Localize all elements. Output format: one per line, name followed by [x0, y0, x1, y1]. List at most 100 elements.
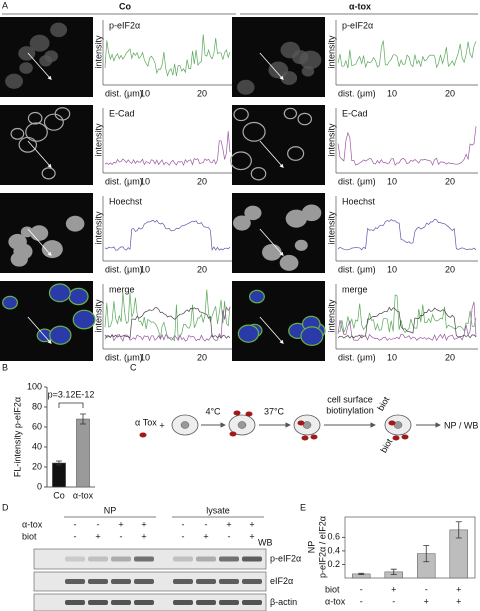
y-axis-label: intensity — [326, 123, 336, 157]
blot-band — [65, 600, 85, 605]
toxin — [301, 435, 309, 441]
intensity-profile — [337, 301, 477, 342]
y-tick-label: 20 — [32, 461, 42, 471]
cell-nucleus — [18, 136, 38, 153]
bar — [76, 418, 90, 488]
blot-band — [242, 600, 262, 605]
cell-nucleus — [301, 204, 322, 222]
treatment-mark: + — [141, 531, 146, 541]
blot-band — [219, 556, 239, 562]
x-tick-label: 20 — [445, 176, 455, 186]
cell-nucleus — [27, 111, 43, 125]
result-label: NP / WB — [444, 420, 478, 430]
x-axis-label: dist. (μm) — [105, 264, 143, 274]
blot-band — [242, 579, 262, 584]
treatment-label: biot — [22, 531, 37, 541]
x-tick-label: 10 — [140, 264, 150, 274]
intensity-profile — [104, 307, 231, 339]
x-tick-label: 10 — [387, 264, 397, 274]
blot-band — [196, 579, 216, 584]
blot-band — [196, 556, 216, 562]
treatment-mark: - — [360, 584, 363, 594]
cell-nucleus — [44, 50, 59, 63]
profile-line — [27, 228, 52, 257]
treatment-mark: + — [424, 596, 429, 606]
blot-label: eIF2α — [270, 576, 293, 586]
y-axis-label: intensity — [93, 123, 103, 157]
toxin — [388, 420, 396, 426]
intensity-profile — [337, 126, 477, 166]
cell-nucleus — [230, 151, 252, 171]
intensity-profile — [337, 294, 477, 334]
toxin — [310, 434, 318, 440]
treatment-mark: - — [360, 596, 363, 606]
error-bar — [423, 545, 430, 563]
panel-label: B — [2, 362, 8, 372]
x-tick-label: 10 — [387, 176, 397, 186]
y-tick-label: 0.6 — [327, 532, 340, 542]
plus-sign: + — [159, 420, 164, 430]
treatment-mark: + — [391, 584, 396, 594]
blot-band — [219, 600, 239, 605]
error-bar — [56, 460, 62, 466]
bar — [52, 462, 66, 488]
treatment-label: α-tox — [325, 596, 346, 606]
cell-nucleus — [233, 215, 251, 231]
treatment-mark: - — [182, 531, 185, 541]
blot-label: β-actin — [270, 597, 297, 607]
row-label: Hoechst — [109, 196, 143, 206]
x-tick-label: 20 — [445, 88, 455, 98]
profile-line — [259, 140, 284, 169]
toxin — [229, 431, 237, 437]
blot-band — [134, 579, 154, 584]
intensity-profile — [104, 306, 231, 342]
x-tick-label: 20 — [197, 88, 207, 98]
cell-nucleus — [180, 421, 190, 429]
row-label: merge — [109, 284, 135, 294]
treatment-mark: + — [141, 519, 146, 529]
blot-band — [111, 579, 131, 584]
x-tick-label: 10 — [140, 176, 150, 186]
treatment-mark: - — [97, 519, 100, 529]
cell-nucleus — [5, 73, 23, 89]
y-axis-label: intensity — [93, 299, 103, 333]
significance-bracket — [58, 402, 84, 408]
treatment-mark: - — [425, 584, 428, 594]
cell-nucleus — [20, 226, 34, 238]
row-label: p-eIF2α — [342, 20, 373, 30]
cell-nucleus — [237, 324, 260, 343]
x-axis-label: dist. (μm) — [338, 264, 376, 274]
treatment-label: biot — [325, 584, 340, 594]
panel-label: E — [300, 502, 306, 512]
x-tick-label: α-tox — [73, 490, 94, 500]
y-tick-label: 40 — [32, 441, 42, 451]
treatment-mark: - — [74, 531, 77, 541]
x-tick-label: 20 — [445, 352, 455, 362]
x-tick-label: 20 — [197, 352, 207, 362]
cell-nucleus — [244, 205, 262, 221]
cell-nucleus — [279, 254, 299, 271]
toxin — [139, 432, 147, 438]
step-label: 4°C — [205, 406, 221, 416]
y-tick-label: 80 — [32, 401, 42, 411]
x-axis-label: dist. (μm) — [105, 352, 143, 362]
cell-nucleus — [233, 107, 249, 122]
cell-nucleus — [294, 239, 308, 251]
intensity-profile — [104, 34, 231, 77]
treatment-mark: + — [456, 596, 461, 606]
x-axis-label: dist. (μm) — [338, 352, 376, 362]
profile-line — [259, 52, 284, 81]
blot-band — [88, 600, 108, 605]
plot-frame — [344, 516, 476, 579]
step-label: biotinylation — [326, 405, 374, 415]
cell-nucleus — [283, 107, 298, 120]
cell-nucleus — [19, 62, 33, 74]
cell-nucleus — [250, 166, 267, 181]
x-tick-label: 20 — [445, 264, 455, 274]
cell-nucleus — [65, 215, 85, 232]
toxin — [297, 420, 305, 426]
blot-band — [173, 556, 193, 562]
row-label: p-eIF2α — [109, 20, 140, 30]
blot-band — [196, 600, 216, 605]
